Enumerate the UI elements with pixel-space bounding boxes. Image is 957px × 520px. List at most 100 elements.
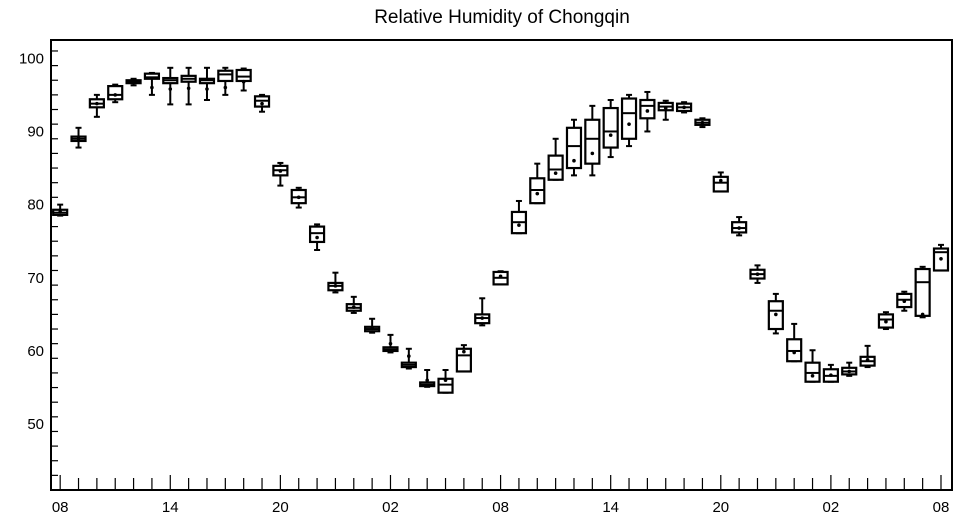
x-tick-label: 20 bbox=[712, 499, 729, 516]
box-hour-32 bbox=[639, 90, 656, 133]
box-hour-34 bbox=[675, 101, 693, 114]
x-tick-label: 20 bbox=[272, 499, 289, 516]
mean-marker bbox=[223, 85, 228, 90]
box-iqr bbox=[584, 118, 601, 165]
mean-marker bbox=[150, 85, 154, 90]
box-hour-9 bbox=[217, 66, 234, 96]
y-tick-label: 100 bbox=[19, 50, 44, 67]
y-tick-label: 70 bbox=[27, 270, 44, 287]
mean-marker bbox=[663, 106, 668, 110]
box-iqr bbox=[639, 98, 656, 120]
mean-marker bbox=[131, 79, 136, 84]
plot-frame bbox=[50, 39, 953, 491]
mean-marker bbox=[884, 319, 888, 324]
box-hour-24 bbox=[492, 270, 509, 286]
mean-marker bbox=[480, 316, 485, 320]
box-hour-15 bbox=[327, 271, 344, 294]
box-hour-16 bbox=[345, 295, 362, 314]
box-iqr bbox=[620, 97, 638, 140]
mean-marker bbox=[113, 93, 118, 97]
box-hour-39 bbox=[767, 292, 784, 335]
mean-marker bbox=[939, 256, 943, 261]
box-hour-18 bbox=[382, 333, 399, 354]
mean-marker bbox=[315, 235, 319, 240]
box-hour-8 bbox=[198, 66, 216, 101]
box-hour-10 bbox=[235, 67, 252, 92]
box-hour-45 bbox=[877, 311, 895, 331]
box-iqr bbox=[565, 126, 583, 170]
y-axis: 50 60 70 80 90 100 bbox=[19, 50, 58, 491]
box-hour-40 bbox=[786, 322, 803, 363]
mean-marker bbox=[333, 284, 338, 288]
box-hour-33 bbox=[657, 99, 674, 121]
box-hour-13 bbox=[290, 186, 307, 209]
box-hour-37 bbox=[731, 216, 748, 237]
mean-marker bbox=[407, 354, 411, 358]
mean-marker bbox=[755, 272, 760, 276]
x-tick-label: 08 bbox=[933, 499, 950, 516]
mean-marker bbox=[920, 312, 925, 317]
box-hour-31 bbox=[620, 93, 638, 148]
mean-marker bbox=[792, 350, 796, 355]
box-hour-12 bbox=[272, 161, 289, 187]
x-tick-label: 14 bbox=[162, 499, 179, 516]
y-tick-label: 90 bbox=[27, 123, 44, 140]
mean-marker bbox=[443, 378, 448, 383]
mean-marker bbox=[645, 109, 650, 113]
box-iqr bbox=[712, 175, 729, 193]
y-tick-label: 80 bbox=[27, 197, 44, 214]
box-hour-23 bbox=[474, 297, 491, 327]
mean-marker bbox=[425, 378, 429, 383]
mean-marker bbox=[241, 79, 246, 84]
mean-marker bbox=[829, 373, 833, 377]
chart-title: Relative Humidity of Chongqin bbox=[374, 7, 630, 28]
mean-marker bbox=[351, 305, 356, 309]
mean-marker bbox=[76, 136, 81, 141]
mean-marker bbox=[865, 357, 870, 362]
box-hour-1 bbox=[70, 126, 87, 149]
mean-marker bbox=[186, 86, 191, 91]
box-hour-26 bbox=[529, 162, 546, 205]
box-hour-2 bbox=[88, 93, 105, 118]
box-hour-17 bbox=[364, 317, 381, 334]
box-hour-20 bbox=[419, 369, 436, 388]
mean-marker bbox=[590, 151, 595, 156]
box-hour-35 bbox=[694, 117, 711, 129]
box-hour-21 bbox=[437, 369, 454, 394]
mean-marker bbox=[774, 312, 778, 317]
box-hour-3 bbox=[107, 83, 124, 104]
box-iqr bbox=[308, 225, 326, 244]
box-hour-47 bbox=[914, 265, 931, 319]
box-hour-30 bbox=[602, 99, 619, 159]
mean-marker bbox=[535, 191, 540, 196]
mean-marker bbox=[718, 178, 723, 183]
mean-marker bbox=[517, 223, 521, 227]
box-hour-28 bbox=[565, 118, 583, 177]
y-tick-label: 50 bbox=[27, 416, 44, 433]
x-tick-label: 02 bbox=[382, 499, 399, 516]
x-tick-label: 14 bbox=[602, 499, 619, 516]
mean-marker bbox=[572, 158, 576, 163]
box-hour-5 bbox=[143, 71, 161, 96]
y-tick-label: 60 bbox=[27, 343, 44, 360]
mean-marker bbox=[95, 101, 99, 106]
box-iqr bbox=[547, 154, 564, 181]
mean-marker bbox=[260, 101, 264, 106]
mean-marker bbox=[278, 169, 283, 173]
box-hour-29 bbox=[584, 104, 601, 177]
box-hour-22 bbox=[455, 344, 472, 373]
box-hour-7 bbox=[180, 66, 197, 106]
mean-marker bbox=[700, 120, 705, 125]
box-hour-48 bbox=[932, 243, 950, 272]
box-hour-27 bbox=[547, 137, 564, 181]
box-series bbox=[52, 66, 950, 394]
box-hour-14 bbox=[308, 223, 326, 251]
box-hour-4 bbox=[125, 77, 142, 87]
mean-marker bbox=[737, 226, 741, 230]
mean-marker bbox=[810, 374, 815, 378]
box-iqr bbox=[217, 69, 234, 83]
box-hour-6 bbox=[162, 66, 179, 106]
mean-marker bbox=[847, 369, 852, 374]
